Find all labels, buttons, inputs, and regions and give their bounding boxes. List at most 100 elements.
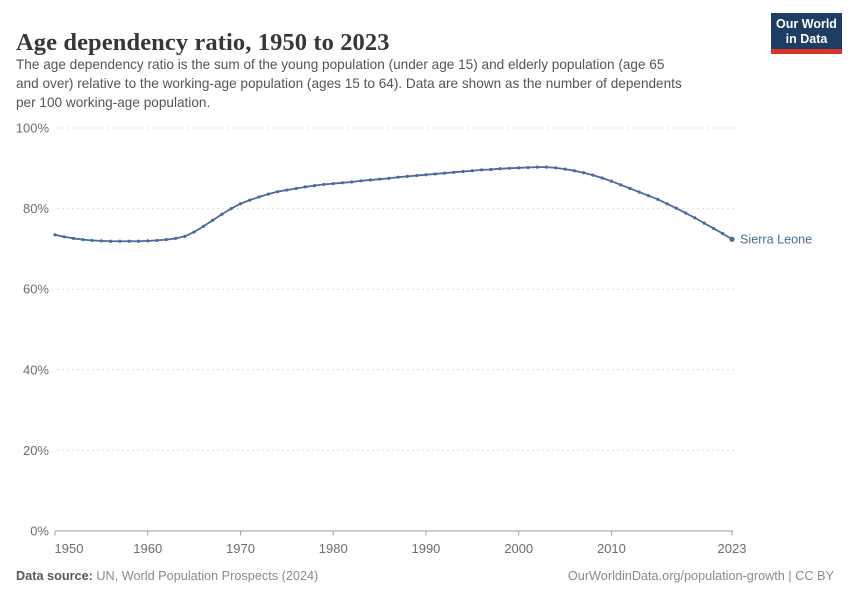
data-point bbox=[396, 175, 400, 179]
data-point bbox=[526, 165, 530, 170]
data-point bbox=[442, 171, 447, 175]
y-axis-label: 20% bbox=[23, 443, 49, 458]
data-point bbox=[164, 238, 168, 242]
data-point bbox=[461, 169, 465, 174]
data-point bbox=[201, 224, 205, 228]
data-point bbox=[109, 239, 113, 243]
data-point bbox=[628, 186, 632, 191]
y-axis-label: 60% bbox=[23, 282, 49, 297]
data-point bbox=[517, 166, 521, 170]
data-point bbox=[90, 238, 94, 243]
data-point bbox=[498, 167, 502, 171]
subtitle-line: per 100 working-age population. bbox=[16, 95, 211, 110]
y-axis-label: 0% bbox=[30, 524, 49, 539]
owid-logo-line1: Our World bbox=[776, 17, 837, 31]
data-point bbox=[146, 239, 150, 243]
data-point bbox=[563, 167, 567, 171]
data-point bbox=[507, 166, 512, 170]
data-point bbox=[173, 236, 178, 241]
data-point bbox=[127, 239, 131, 243]
data-source-label: Data source: bbox=[16, 569, 93, 583]
data-point bbox=[238, 202, 243, 206]
data-point bbox=[711, 226, 716, 230]
data-point bbox=[480, 168, 484, 172]
data-point bbox=[424, 173, 428, 177]
data-point bbox=[377, 177, 382, 181]
data-point bbox=[572, 169, 576, 173]
data-point bbox=[155, 238, 159, 243]
data-point bbox=[266, 192, 270, 196]
x-axis-label: 1960 bbox=[133, 541, 162, 556]
y-axis-label: 40% bbox=[23, 362, 49, 377]
data-point bbox=[544, 165, 549, 169]
y-axis-label: 80% bbox=[23, 201, 49, 216]
data-point bbox=[331, 182, 335, 186]
data-point bbox=[665, 202, 669, 206]
subtitle-line: The age dependency ratio is the sum of t… bbox=[16, 57, 665, 72]
data-point bbox=[387, 176, 391, 180]
data-point bbox=[285, 188, 289, 192]
data-point bbox=[62, 235, 66, 239]
data-point bbox=[433, 172, 437, 176]
x-axis-label: 2010 bbox=[597, 541, 626, 556]
data-point bbox=[340, 181, 345, 185]
data-point bbox=[313, 184, 317, 188]
chart-subtitle: The age dependency ratio is the sum of t… bbox=[16, 55, 682, 112]
data-point bbox=[702, 221, 706, 225]
data-point bbox=[591, 173, 595, 177]
data-source: Data source: UN, World Population Prospe… bbox=[16, 569, 318, 583]
x-axis-label: 2023 bbox=[718, 541, 747, 556]
data-point bbox=[211, 218, 215, 222]
data-point bbox=[294, 186, 298, 191]
data-point bbox=[535, 165, 539, 169]
data-point bbox=[192, 230, 196, 234]
owid-logo-red-bar bbox=[771, 49, 842, 54]
data-point bbox=[257, 195, 261, 199]
data-point bbox=[415, 173, 419, 178]
x-axis-label: 1950 bbox=[55, 541, 84, 556]
data-point bbox=[368, 178, 372, 182]
page-title: Age dependency ratio, 1950 to 2023 bbox=[16, 29, 390, 57]
data-point bbox=[721, 231, 725, 236]
data-point bbox=[359, 179, 363, 183]
data-point bbox=[554, 166, 558, 170]
data-point bbox=[405, 174, 410, 178]
data-point bbox=[674, 206, 678, 210]
data-point bbox=[609, 179, 614, 183]
data-point bbox=[646, 194, 651, 198]
data-point bbox=[452, 170, 456, 174]
data-point bbox=[619, 183, 623, 187]
data-line bbox=[54, 166, 733, 243]
data-point bbox=[322, 182, 326, 187]
data-point bbox=[470, 169, 474, 173]
credit-line: OurWorldinData.org/population-growth | C… bbox=[567, 569, 834, 583]
data-point bbox=[489, 167, 493, 172]
data-point bbox=[183, 234, 187, 239]
entity-label: Sierra Leone bbox=[740, 233, 812, 247]
y-axis-label: 100% bbox=[16, 121, 50, 136]
data-source-value: UN, World Population Prospects (2024) bbox=[92, 569, 319, 583]
x-axis-label: 2000 bbox=[504, 541, 533, 556]
data-point bbox=[229, 207, 233, 211]
owid-logo-line2: in Data bbox=[785, 31, 828, 46]
x-axis-label: 1980 bbox=[319, 541, 348, 556]
data-point bbox=[99, 239, 103, 243]
x-axis-label: 1970 bbox=[226, 541, 255, 556]
data-point bbox=[220, 212, 224, 216]
x-axis-label: 1990 bbox=[411, 541, 440, 556]
data-point bbox=[693, 216, 697, 220]
data-point bbox=[350, 180, 354, 184]
data-point bbox=[303, 185, 307, 189]
data-point bbox=[136, 239, 141, 243]
data-point bbox=[71, 236, 76, 241]
subtitle-line: and over) relative to the working-age po… bbox=[16, 76, 682, 91]
data-point bbox=[248, 198, 252, 202]
owid-logo: Our World in Data bbox=[771, 13, 842, 54]
data-point bbox=[81, 238, 85, 242]
data-point bbox=[53, 233, 57, 237]
data-point bbox=[656, 197, 660, 201]
data-point bbox=[637, 190, 641, 194]
owid-logo-text: Our World in Data bbox=[771, 13, 842, 49]
data-point bbox=[582, 171, 586, 175]
data-point bbox=[684, 211, 688, 215]
